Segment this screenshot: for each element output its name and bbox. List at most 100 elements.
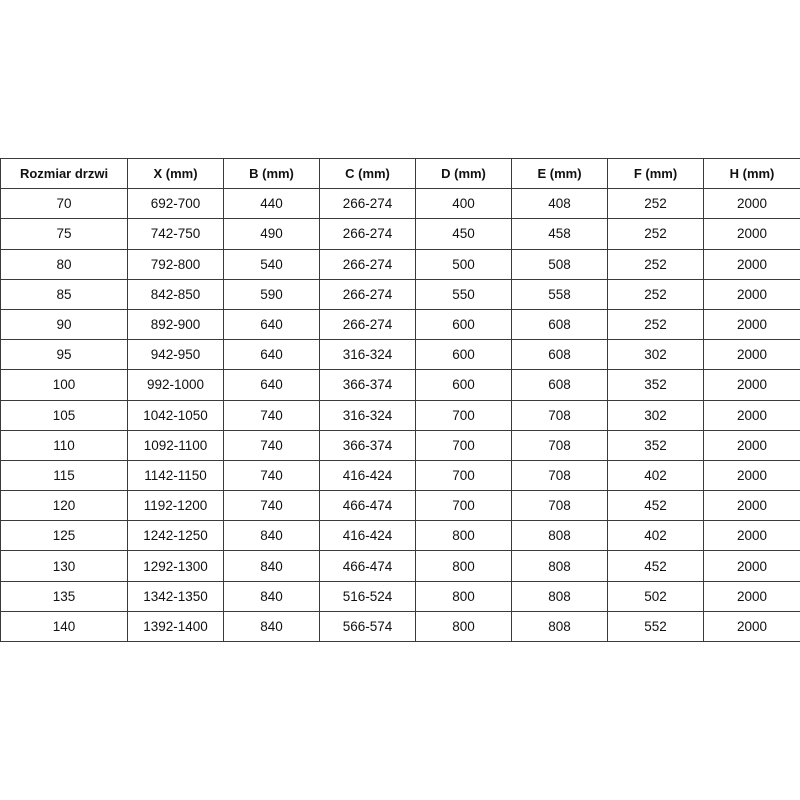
table-cell: 416-424 xyxy=(319,459,416,492)
table-cell: 135 xyxy=(0,580,128,612)
table-cell: 502 xyxy=(607,580,704,612)
table-header: Rozmiar drzwi X (mm) B (mm) C (mm) D (mm) E (… xyxy=(0,157,800,190)
table-cell: 808 xyxy=(511,610,608,643)
table-cell: 408 xyxy=(511,188,608,220)
table-cell: 2000 xyxy=(703,580,800,612)
table-cell: 75 xyxy=(0,218,128,250)
table-cell: 740 xyxy=(223,429,320,461)
column-header: B (mm) xyxy=(223,157,320,190)
column-header: H (mm) xyxy=(703,157,800,190)
table-cell: 252 xyxy=(607,248,704,280)
header-row: Rozmiar drzwi X (mm) B (mm) C (mm) D (mm) E (… xyxy=(0,157,800,190)
column-header: X (mm) xyxy=(127,157,224,190)
table-cell: 608 xyxy=(511,369,608,401)
table-cell: 800 xyxy=(415,520,512,552)
table-cell: 466-474 xyxy=(319,550,416,582)
table-cell: 840 xyxy=(223,610,320,643)
table-cell: 416-424 xyxy=(319,520,416,552)
table-cell: 700 xyxy=(415,490,512,522)
table-cell: 352 xyxy=(607,369,704,401)
table-cell: 1242-1250 xyxy=(127,520,224,552)
table-cell: 840 xyxy=(223,520,320,552)
table-cell: 1292-1300 xyxy=(127,550,224,582)
table-cell: 2000 xyxy=(703,429,800,461)
table-cell: 1342-1350 xyxy=(127,580,224,612)
table-cell: 2000 xyxy=(703,520,800,552)
table-cell: 266-274 xyxy=(319,218,416,250)
table-cell: 600 xyxy=(415,369,512,401)
table-cell: 402 xyxy=(607,459,704,492)
table-row: 100 992-1000 640 366-374 600 608 352 2000 xyxy=(0,369,800,401)
table-cell: 452 xyxy=(607,490,704,522)
column-header: E (mm) xyxy=(511,157,608,190)
table-cell: 800 xyxy=(415,610,512,643)
table-row: 140 1392-1400 840 566-574 800 808 552 2000 xyxy=(0,610,800,643)
table-row: 115 1142-1150 740 416-424 700 708 402 2000 xyxy=(0,459,800,492)
table-cell: 608 xyxy=(511,308,608,341)
table-cell: 708 xyxy=(511,429,608,461)
table-cell: 95 xyxy=(0,339,128,371)
table-cell: 110 xyxy=(0,429,128,461)
table-cell: 140 xyxy=(0,610,128,643)
table-cell: 266-274 xyxy=(319,188,416,220)
table-cell: 366-374 xyxy=(319,369,416,401)
table-cell: 842-850 xyxy=(127,278,224,310)
table-cell: 840 xyxy=(223,550,320,582)
table-row: 70 692-700 440 266-274 400 408 252 2000 xyxy=(0,188,800,220)
table-cell: 120 xyxy=(0,490,128,522)
table-cell: 516-524 xyxy=(319,580,416,612)
table-cell: 600 xyxy=(415,339,512,371)
table-cell: 366-374 xyxy=(319,429,416,461)
table-cell: 708 xyxy=(511,459,608,492)
table-cell: 266-274 xyxy=(319,278,416,310)
table-cell: 742-750 xyxy=(127,218,224,250)
table-cell: 808 xyxy=(511,520,608,552)
table-cell: 540 xyxy=(223,248,320,280)
table-cell: 1042-1050 xyxy=(127,399,224,431)
table-cell: 700 xyxy=(415,399,512,431)
table-cell: 500 xyxy=(415,248,512,280)
column-header: Rozmiar drzwi xyxy=(0,157,128,190)
column-header: D (mm) xyxy=(415,157,512,190)
table-row: 130 1292-1300 840 466-474 800 808 452 2000 xyxy=(0,550,800,582)
table-row: 135 1342-1350 840 516-524 800 808 502 2000 xyxy=(0,580,800,612)
table-cell: 508 xyxy=(511,248,608,280)
table-cell: 252 xyxy=(607,188,704,220)
table-cell: 840 xyxy=(223,580,320,612)
column-header: C (mm) xyxy=(319,157,416,190)
table-row: 110 1092-1100 740 366-374 700 708 352 2000 xyxy=(0,429,800,461)
table-cell: 252 xyxy=(607,218,704,250)
table-cell: 252 xyxy=(607,308,704,341)
table-cell: 316-324 xyxy=(319,399,416,431)
table-cell: 590 xyxy=(223,278,320,310)
table-cell: 566-574 xyxy=(319,610,416,643)
table-row: 105 1042-1050 740 316-324 700 708 302 2000 xyxy=(0,399,800,431)
table-body: 70 692-700 440 266-274 400 408 252 2000 75 742-75… xyxy=(0,188,800,643)
table-cell: 2000 xyxy=(703,550,800,582)
table-cell: 1142-1150 xyxy=(127,459,224,492)
table-cell: 105 xyxy=(0,399,128,431)
table-cell: 1392-1400 xyxy=(127,610,224,643)
table-cell: 740 xyxy=(223,490,320,522)
table-cell: 440 xyxy=(223,188,320,220)
table-row: 80 792-800 540 266-274 500 508 252 2000 xyxy=(0,248,800,280)
table-cell: 692-700 xyxy=(127,188,224,220)
table-cell: 700 xyxy=(415,459,512,492)
table-cell: 316-324 xyxy=(319,339,416,371)
table-cell: 640 xyxy=(223,339,320,371)
table-cell: 992-1000 xyxy=(127,369,224,401)
table-cell: 352 xyxy=(607,429,704,461)
table-row: 120 1192-1200 740 466-474 700 708 452 2000 xyxy=(0,490,800,522)
table-cell: 450 xyxy=(415,218,512,250)
table-cell: 100 xyxy=(0,369,128,401)
table-cell: 266-274 xyxy=(319,248,416,280)
door-size-table: Rozmiar drzwi X (mm) B (mm) C (mm) D (mm) E (… xyxy=(0,157,800,643)
table-cell: 808 xyxy=(511,550,608,582)
table-cell: 600 xyxy=(415,308,512,341)
table-cell: 800 xyxy=(415,550,512,582)
table-cell: 490 xyxy=(223,218,320,250)
table-row: 75 742-750 490 266-274 450 458 252 2000 xyxy=(0,218,800,250)
table-cell: 302 xyxy=(607,399,704,431)
table-cell: 552 xyxy=(607,610,704,643)
table-cell: 70 xyxy=(0,188,128,220)
